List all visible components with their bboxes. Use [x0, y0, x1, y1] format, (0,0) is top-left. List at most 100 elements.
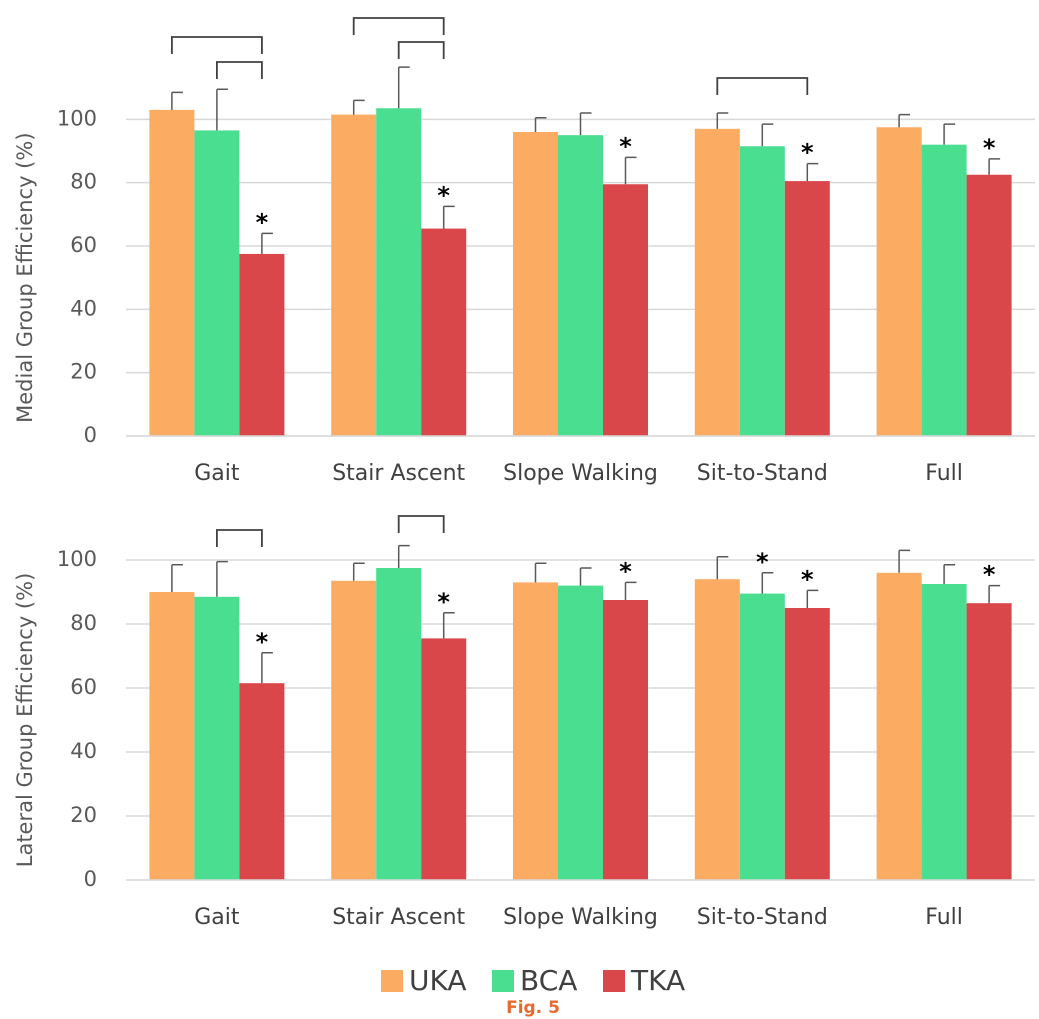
bar — [239, 253, 285, 436]
bar — [603, 184, 648, 436]
legend-label: TKA — [630, 964, 685, 997]
x-tick-label: Full — [925, 461, 963, 486]
error-bar — [716, 112, 729, 129]
bar — [239, 683, 285, 880]
error-bar — [761, 572, 774, 594]
bar — [739, 593, 785, 880]
bar — [694, 128, 740, 437]
significance-bracket — [216, 61, 263, 79]
x-tick-label: Gait — [194, 461, 240, 486]
significance-marker: * — [801, 565, 814, 593]
y-tick-label: 80 — [70, 170, 97, 194]
x-tick-label: Stair Ascent — [332, 905, 465, 930]
significance-bracket — [397, 515, 445, 533]
bar — [921, 144, 967, 436]
error-bar — [442, 612, 455, 639]
bar — [921, 584, 967, 880]
x-tick-label: Sit-to-Stand — [697, 461, 828, 486]
bar — [376, 108, 422, 436]
error-bar — [442, 205, 455, 229]
bar — [513, 582, 558, 880]
significance-marker: * — [983, 561, 996, 589]
y-tick-label: 80 — [70, 611, 97, 635]
bar — [739, 146, 785, 436]
bar — [149, 109, 195, 436]
error-bar — [761, 123, 774, 147]
bar — [876, 572, 922, 880]
significance-marker: * — [619, 557, 632, 585]
bar — [558, 585, 603, 880]
error-bar — [624, 156, 637, 185]
error-bar — [624, 581, 637, 600]
significance-marker: * — [256, 628, 269, 656]
error-bar — [261, 232, 273, 254]
y-axis-label: Lateral Group Efficiency (%) — [13, 573, 37, 868]
bar — [421, 228, 467, 436]
significance-marker: * — [437, 588, 450, 616]
bar — [421, 638, 467, 880]
y-tick-label: 100 — [57, 547, 97, 571]
error-bar — [171, 564, 183, 592]
bar — [331, 114, 377, 436]
x-tick-label: Slope Walking — [503, 905, 658, 930]
significance-marker: * — [983, 134, 996, 162]
y-tick-label: 100 — [57, 106, 97, 130]
error-bar — [397, 544, 410, 568]
x-tick-label: Slope Walking — [503, 461, 658, 486]
error-bar — [716, 556, 729, 580]
y-tick-label: 0 — [84, 423, 97, 447]
bar — [149, 592, 195, 880]
error-bar — [579, 112, 592, 136]
bar — [784, 181, 830, 436]
y-axis-label: Medial Group Efficiency (%) — [13, 132, 37, 422]
y-tick-label: 60 — [70, 233, 97, 257]
legend-label: BCA — [520, 964, 577, 997]
error-bar — [216, 560, 228, 597]
error-bar — [988, 158, 1001, 175]
x-tick-label: Full — [925, 905, 963, 930]
legend-swatch — [603, 970, 625, 992]
caption: Fig. 5 — [506, 998, 560, 1018]
significance-bracket — [216, 529, 263, 547]
bar — [194, 130, 240, 436]
bar — [376, 568, 422, 880]
bar — [784, 608, 830, 880]
error-bar — [806, 589, 819, 608]
significance-marker: * — [801, 139, 814, 167]
significance-bracket — [352, 17, 445, 35]
error-bar — [988, 584, 1001, 604]
error-bar — [806, 162, 819, 182]
y-tick-label: 20 — [70, 803, 97, 827]
bar — [513, 132, 558, 436]
error-bar — [261, 652, 273, 684]
bar — [603, 600, 648, 880]
significance-marker: * — [756, 548, 769, 576]
error-bar — [534, 117, 547, 132]
y-tick-label: 40 — [70, 296, 97, 320]
significance-marker: * — [256, 208, 269, 236]
legend-label: UKA — [409, 964, 467, 997]
x-tick-label: Gait — [194, 905, 240, 930]
bar — [694, 579, 740, 880]
y-tick-label: 0 — [84, 867, 97, 891]
legend-swatch — [381, 970, 403, 992]
error-bar — [579, 567, 592, 586]
error-bar — [171, 91, 183, 110]
legend-swatch — [492, 970, 514, 992]
bar — [558, 135, 603, 436]
y-tick-label: 60 — [70, 675, 97, 699]
y-tick-label: 20 — [70, 360, 97, 384]
error-bar — [898, 549, 911, 573]
significance-bracket — [171, 36, 263, 54]
error-bar — [397, 66, 410, 109]
bar — [966, 603, 1012, 880]
significance-marker: * — [437, 181, 450, 209]
error-bar — [898, 113, 911, 128]
error-bar — [534, 562, 547, 583]
error-bar — [943, 564, 956, 584]
bar — [194, 596, 240, 880]
significance-bracket — [716, 77, 809, 95]
x-tick-label: Sit-to-Stand — [697, 905, 828, 930]
y-tick-label: 40 — [70, 739, 97, 763]
